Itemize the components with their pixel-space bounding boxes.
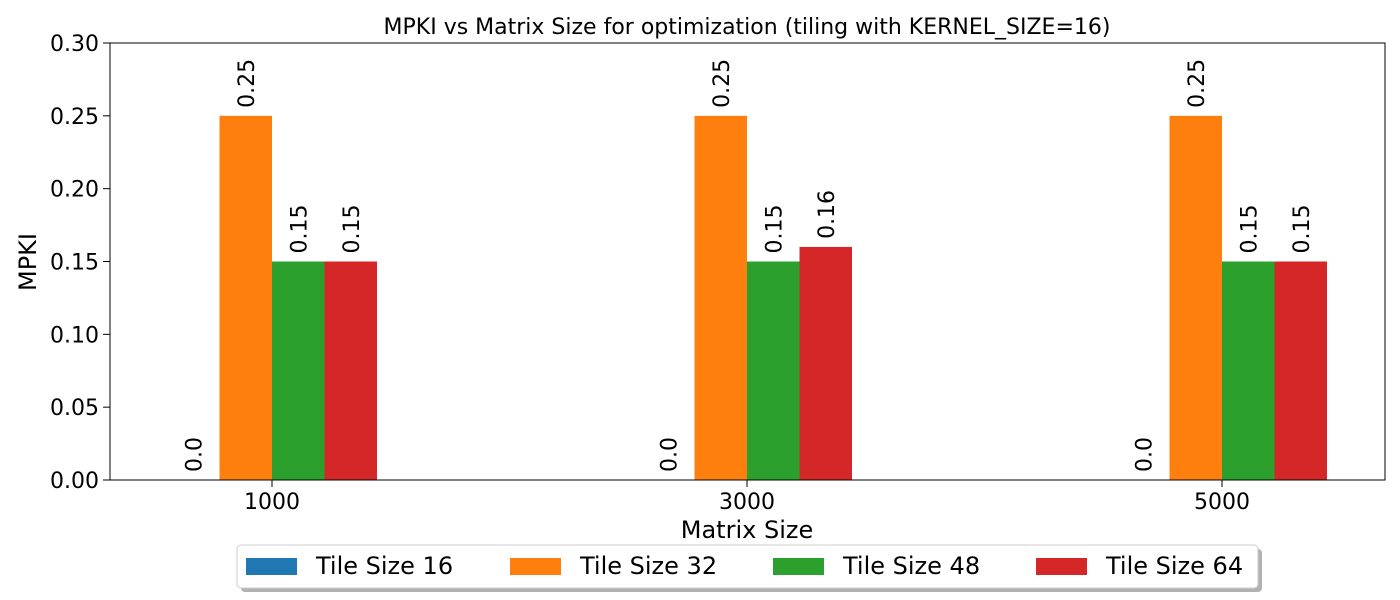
bar-value-label: 0.15 [762,205,787,254]
x-tick-label: 3000 [719,490,775,515]
legend-label: Tile Size 32 [579,552,717,580]
bar [799,246,852,480]
legend: Tile Size 16 Tile Size 32 Tile Size 48 Tile… [236,544,1262,592]
x-tick-label: 1000 [244,490,300,515]
chart-title: MPKI vs Matrix Size for optimization (ti… [384,15,1111,40]
bar [694,115,747,480]
legend-frame [236,544,1259,589]
bar-value-label: 0.0 [1132,437,1157,472]
legend-swatch [246,558,297,575]
legend-label: Tile Size 64 [1105,552,1243,580]
legend-label: Tile Size 16 [315,552,453,580]
bar-value-label: 0.25 [710,59,735,108]
y-tick-label: 0.00 [50,469,99,494]
bar-value-label: 0.15 [1237,205,1262,254]
bar-value-label: 0.25 [1185,59,1210,108]
legend-swatch [1036,558,1087,575]
x-axis: 1000 3000 5000 [244,480,1250,515]
bar-value-label: 0.15 [287,205,312,254]
legend-swatch [510,558,561,575]
y-tick-label: 0.15 [50,251,99,276]
bar-value-label: 0.16 [815,190,840,239]
value-labels-group: 0.0 0.0 0.0 0.25 0.25 0.25 0.15 0.15 0.15 0.15 0.1… [182,59,1315,472]
x-axis-label: Matrix Size [681,516,813,544]
y-tick-label: 0.10 [50,323,99,348]
bar [272,261,325,480]
x-tick-label: 5000 [1194,490,1250,515]
y-tick-label: 0.30 [50,32,99,57]
y-axis: 0.00 0.05 0.10 0.15 0.20 0.25 0.30 [50,32,110,494]
y-tick-label: 0.20 [50,178,99,203]
bar-value-label: 0.0 [657,437,682,472]
legend-swatch [773,558,824,575]
bar-value-label: 0.15 [1290,205,1315,254]
y-tick-label: 0.25 [50,105,99,130]
bar-value-label: 0.15 [340,205,365,254]
bar [1169,115,1222,480]
bar [324,261,377,480]
bar [219,115,272,480]
bar-value-label: 0.25 [235,59,260,108]
y-tick-label: 0.05 [50,396,99,421]
bar-value-label: 0.0 [182,437,207,472]
legend-label: Tile Size 48 [842,552,980,580]
bar [747,261,800,480]
bar [1274,261,1327,480]
bars-group [219,115,1327,480]
y-axis-label: MPKI [14,233,42,291]
bar [1222,261,1275,480]
